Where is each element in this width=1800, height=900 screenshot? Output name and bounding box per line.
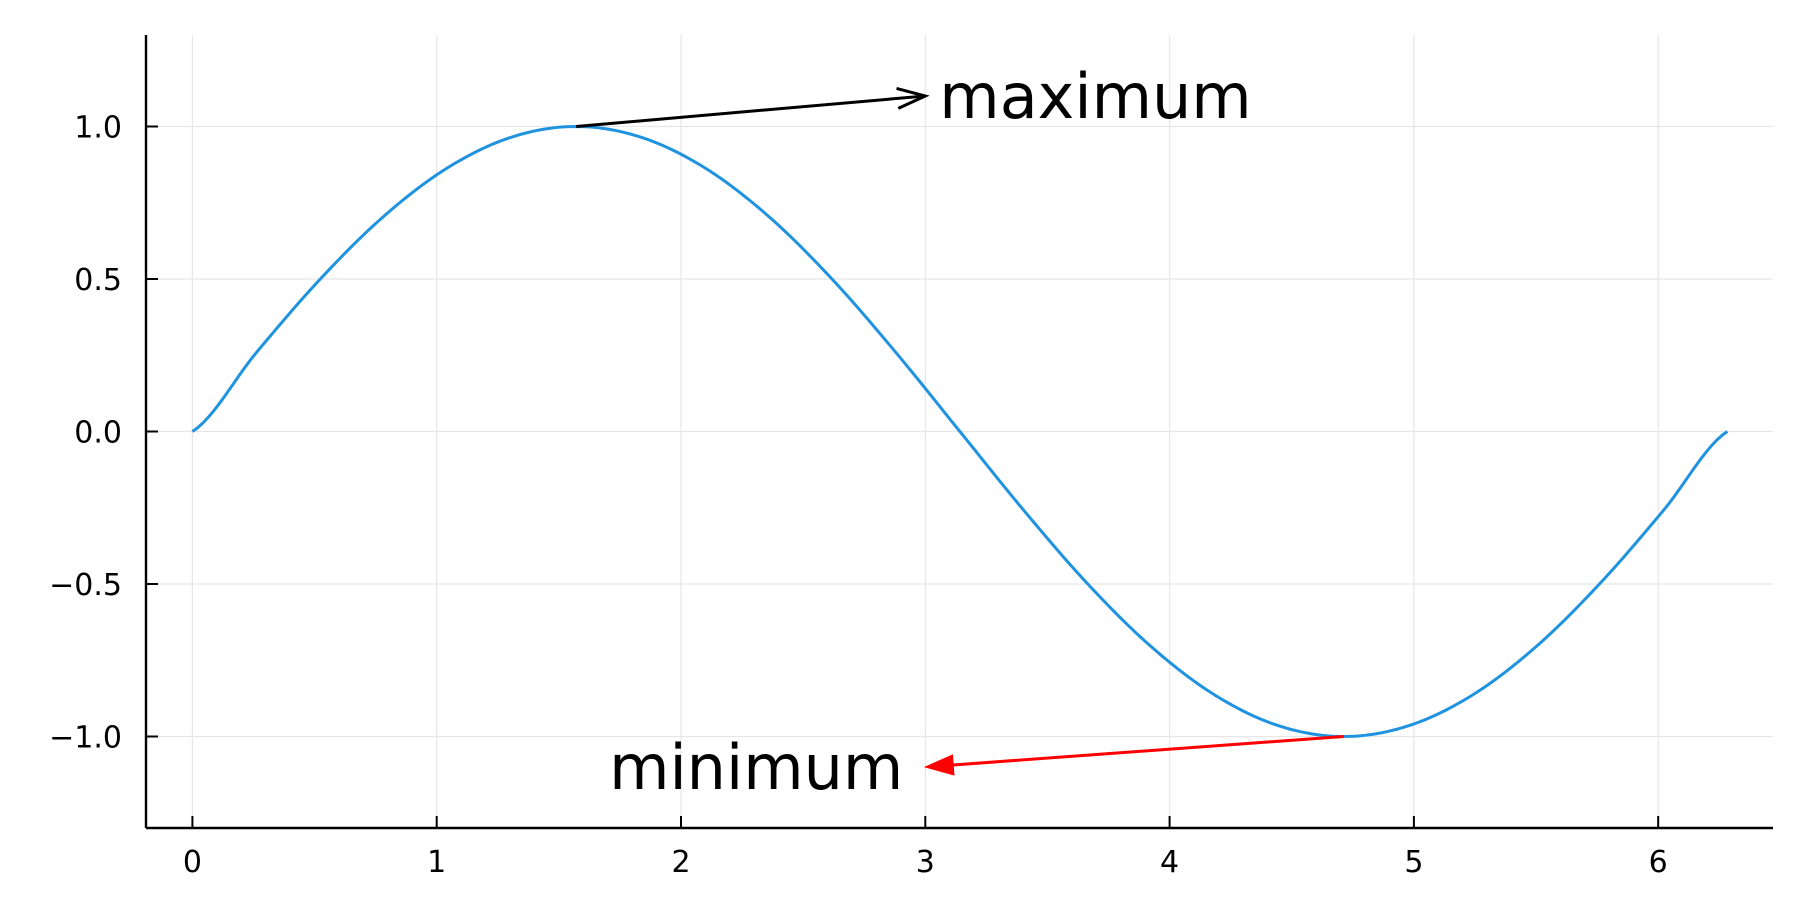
series-line-0 [191,124,1729,739]
x-tick-label: 4 [1160,845,1179,880]
x-tick-label: 2 [671,845,690,880]
x-tick-label: 1 [427,845,446,880]
y-tick-label: 0.0 [74,416,122,451]
x-tick-label: 0 [183,845,202,880]
annotation-label-maximum: maximum [939,60,1251,133]
annotations: maximum minimum [576,60,1344,804]
x-tick-label: 6 [1649,845,1668,880]
grid [146,35,1773,828]
y-tick-label: −0.5 [49,568,122,603]
annotation-label-minimum: minimum [609,731,903,804]
x-tick-label: 5 [1404,845,1423,880]
y-tick-label: 1.0 [74,111,122,146]
arrow-head-minimum [923,754,955,776]
x-tick-label: 3 [916,845,935,880]
ticks: 0 1 2 3 4 5 6 1.0 0.5 0.0 −0.5 −1.0 [49,111,1668,881]
arrow-head-maximum [896,87,930,110]
arrow-shaft-maximum [576,94,926,128]
arrow-shaft-minimum [953,735,1344,767]
y-tick-label: 0.5 [74,263,122,298]
y-tick-label: −1.0 [49,721,122,756]
series [191,124,1729,739]
